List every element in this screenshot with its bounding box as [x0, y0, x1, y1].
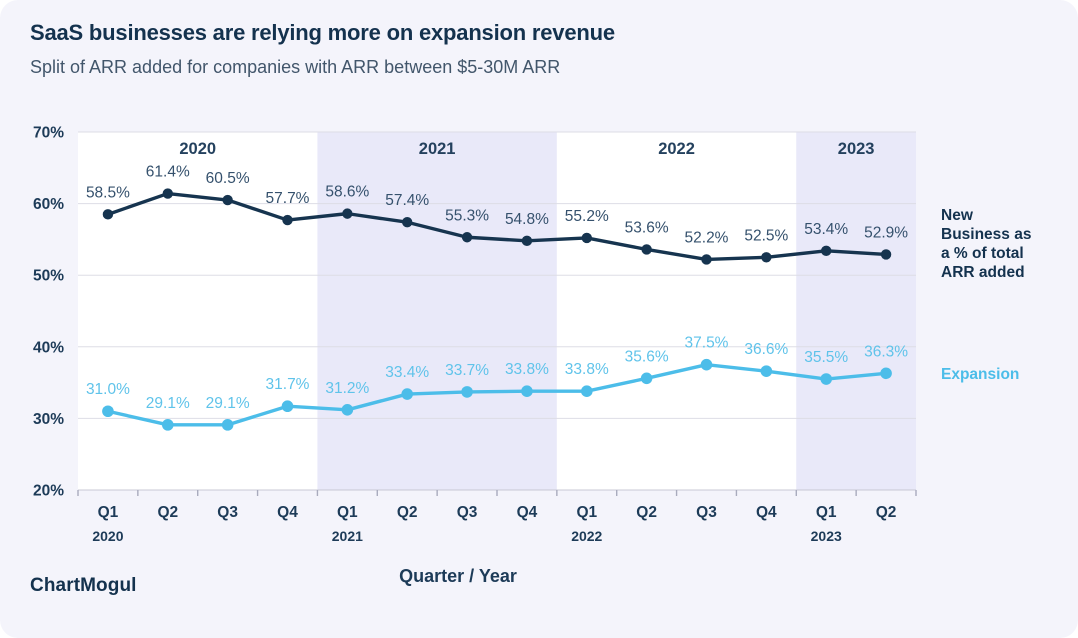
x-tick-label: Q1 — [576, 504, 597, 521]
data-point — [461, 232, 473, 243]
data-label: 33.4% — [385, 364, 429, 381]
data-label: 53.6% — [625, 219, 669, 236]
data-label: 29.1% — [206, 395, 250, 412]
data-label: 33.7% — [445, 362, 489, 379]
data-point — [161, 419, 174, 431]
y-tick-label: 40% — [33, 339, 64, 356]
data-point — [700, 358, 713, 371]
data-point — [222, 194, 233, 206]
y-tick-label: 60% — [33, 196, 64, 213]
year-band-label-2020: 2020 — [179, 140, 216, 158]
y-tick-label: 20% — [33, 483, 64, 500]
x-year-label-2023: 2023 — [811, 528, 842, 544]
data-label: 52.5% — [744, 227, 788, 244]
data-point — [401, 388, 414, 400]
data-point — [102, 405, 114, 418]
data-point — [581, 232, 592, 244]
year-band-2020 — [78, 132, 318, 490]
data-point — [461, 386, 473, 398]
data-point — [880, 367, 892, 380]
x-tick-label: Q2 — [636, 504, 657, 521]
x-tick-label: Q3 — [696, 504, 717, 521]
data-label: 52.9% — [864, 224, 908, 241]
data-label: 54.8% — [505, 211, 549, 228]
y-tick-label: 70% — [33, 125, 64, 142]
legend-new-business: New Business as a % of total ARR added — [941, 207, 1032, 281]
x-tick-label: Q2 — [397, 504, 418, 521]
data-label: 37.5% — [685, 335, 729, 352]
year-band-2022 — [556, 132, 797, 490]
data-point — [640, 372, 653, 385]
data-point — [760, 365, 773, 377]
x-tick-label: Q1 — [816, 504, 837, 521]
series-line-new-business — [106, 191, 888, 262]
x-tick-label: Q3 — [457, 504, 478, 521]
data-label: 58.6% — [325, 184, 369, 201]
series-line-expansion — [106, 363, 888, 427]
year-band-label-2023: 2023 — [838, 140, 875, 158]
data-label: 55.2% — [565, 208, 609, 225]
data-label: 58.5% — [86, 184, 130, 201]
year-band-2021 — [317, 132, 557, 490]
year-band-label-2021: 2021 — [419, 140, 456, 158]
data-label: 61.4% — [146, 164, 190, 181]
data-point — [162, 188, 173, 199]
data-point — [282, 214, 293, 226]
data-label: 36.6% — [744, 341, 788, 358]
data-point — [880, 249, 892, 260]
x-tick-label: Q4 — [756, 504, 777, 521]
x-tick-label: Q4 — [277, 504, 298, 521]
x-year-label-2022: 2022 — [571, 528, 602, 544]
data-point — [580, 385, 593, 397]
x-tick-label: Q1 — [98, 504, 119, 521]
x-tick-label: Q3 — [217, 504, 238, 521]
y-tick-label: 30% — [33, 411, 64, 428]
data-point — [820, 373, 833, 385]
data-label: 55.3% — [445, 207, 489, 224]
legend-expansion: Expansion — [941, 366, 1020, 383]
x-tick-label: Q1 — [337, 504, 358, 521]
x-year-label-2020: 2020 — [92, 528, 123, 544]
data-label: 35.5% — [804, 349, 848, 366]
data-point — [402, 217, 413, 228]
data-label: 36.3% — [864, 343, 908, 360]
x-axis-title: Quarter / Year — [399, 566, 517, 586]
data-label: 57.7% — [266, 190, 310, 207]
data-label: 31.2% — [325, 380, 369, 397]
data-point — [281, 400, 294, 413]
data-point — [521, 385, 533, 397]
year-band-label-2022: 2022 — [658, 140, 695, 158]
x-tick-label: Q4 — [517, 504, 538, 521]
data-label: 60.5% — [206, 170, 250, 187]
data-point — [342, 208, 353, 219]
data-label: 31.0% — [86, 381, 130, 398]
year-band-2023 — [796, 132, 916, 490]
page-subtitle: Split of ARR added for companies with AR… — [30, 57, 561, 77]
data-point — [341, 404, 354, 416]
data-label: 57.4% — [385, 192, 429, 209]
data-point — [102, 209, 114, 220]
data-label: 33.8% — [505, 361, 549, 378]
data-label: 35.6% — [625, 348, 669, 365]
data-point — [701, 254, 712, 265]
data-point — [221, 419, 234, 431]
data-label: 53.4% — [804, 221, 848, 238]
x-tick-label: Q2 — [157, 504, 178, 521]
data-label: 33.8% — [565, 361, 609, 378]
x-tick-label: Q2 — [876, 504, 897, 521]
data-label: 31.7% — [266, 376, 310, 393]
chartmogul-logo: ChartMogul — [30, 575, 137, 596]
page-title: SaaS businesses are relying more on expa… — [30, 20, 615, 45]
data-point — [521, 235, 533, 247]
data-label: 29.1% — [146, 395, 190, 412]
x-year-label-2021: 2021 — [332, 528, 363, 544]
y-tick-label: 50% — [33, 268, 64, 285]
data-point — [821, 245, 832, 257]
data-point — [761, 252, 772, 263]
data-label: 52.2% — [685, 229, 729, 246]
data-point — [641, 244, 652, 255]
